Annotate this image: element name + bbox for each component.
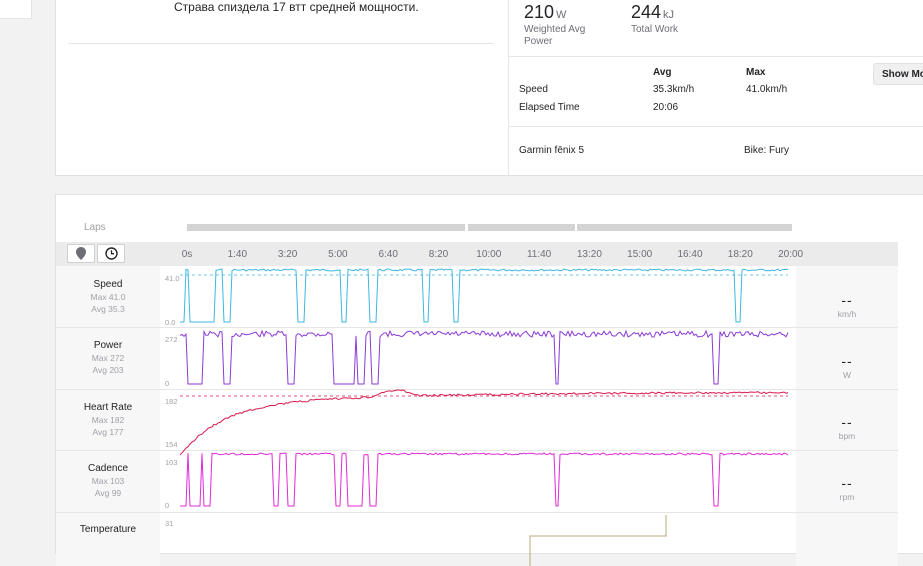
stream-max: Max 182: [91, 415, 125, 425]
column-separator: [508, 0, 509, 177]
time-tick: 0s: [181, 249, 193, 260]
y-max-label: 272: [165, 335, 178, 344]
time-tick: 16:40: [677, 249, 703, 260]
y-max-label: 31: [165, 519, 174, 528]
divider: [509, 56, 923, 57]
readout-power: -- W: [796, 353, 898, 380]
time-toggle-button[interactable]: [97, 244, 125, 263]
lap-bar[interactable]: [468, 224, 575, 231]
table-header-max: Max: [746, 67, 766, 78]
stat-unit: kJ: [663, 9, 675, 21]
stream-label-cadence: Cadence Max 103 Avg 99: [56, 463, 160, 498]
stream-name: Heart Rate: [83, 402, 133, 413]
stream-labels-column: [56, 266, 160, 566]
time-axis: 0s 1:40 3:20 5:00 6:40 8:20 10:00 11:40 13:20 15:…: [56, 242, 898, 266]
row-label-elapsed-time: Elapsed Time: [519, 102, 580, 113]
stream-avg: Avg 177: [92, 427, 124, 437]
map-pin-icon: [76, 247, 86, 260]
stream-name: Temperature: [79, 524, 137, 535]
y-max-label: 41.0: [165, 274, 180, 283]
analysis-chart-card: Laps 0s 1:40 3:20 5:00 6:40 8:20 10:00 11:40 13:…: [55, 194, 923, 566]
time-tick: 13:20: [576, 249, 602, 260]
readout-speed: -- km/h: [796, 292, 898, 319]
stream-line: [179, 389, 789, 456]
time-tick: 6:40: [378, 249, 398, 260]
stream-line: [179, 329, 789, 385]
stream-avg: Avg 203: [92, 365, 124, 375]
stream-max: Max 272: [91, 353, 125, 363]
bike-name: Bike: Fury: [744, 145, 790, 156]
row-divider: [56, 512, 898, 513]
readout-value: --: [841, 292, 853, 308]
elapsed-time-value: 20:06: [653, 102, 679, 113]
lap-bar[interactable]: [187, 224, 465, 231]
divider: [68, 43, 494, 44]
stream-line: [180, 268, 789, 323]
device-name: Garmin fēnix 5: [519, 145, 585, 156]
stream-readouts-column: [796, 266, 898, 566]
stat-unit: W: [556, 9, 567, 21]
readout-value: --: [841, 414, 853, 430]
activity-summary-card: Страва спиздела 17 втт средней мощности.…: [55, 0, 923, 177]
stream-avg: Avg 35.3: [91, 304, 125, 314]
readout-value: --: [841, 353, 853, 369]
stat-weighted-avg-power: 210 W Weighted Avg Power: [524, 2, 604, 48]
time-tick: 10:00: [476, 249, 502, 260]
time-tick: 8:20: [428, 249, 449, 260]
y-min-label: 0: [165, 379, 170, 388]
map-pin-button[interactable]: [67, 244, 95, 263]
row-divider: [56, 450, 898, 451]
stat-total-work: 244 kJ Total Work: [631, 2, 678, 36]
stream-label-speed: Speed Max 41.0 Avg 35.3: [56, 279, 160, 314]
row-label-speed: Speed: [519, 84, 548, 95]
show-more-button[interactable]: Show More: [873, 63, 923, 85]
clock-icon: [104, 247, 118, 260]
y-max-label: 103: [165, 458, 178, 467]
readout-unit: km/h: [837, 309, 857, 319]
stream-name: Speed: [93, 279, 123, 290]
stream-line: [180, 452, 789, 507]
stat-value: 244: [631, 2, 662, 22]
stat-label: Weighted Avg Power: [524, 24, 586, 47]
stream-max: Max 41.0: [90, 292, 126, 302]
readout-unit: bpm: [838, 431, 856, 441]
y-min-label: 0.0: [165, 318, 176, 327]
y-min-label: 0: [165, 501, 170, 510]
time-tick: 3:20: [277, 249, 298, 260]
laps-label: Laps: [84, 222, 106, 233]
time-tick: 18:20: [727, 249, 753, 260]
readout-unit: rpm: [839, 492, 855, 502]
readout-value: --: [841, 475, 853, 491]
readout-unit: W: [842, 370, 852, 380]
table-header-avg: Avg: [653, 67, 672, 78]
stream-name: Cadence: [87, 463, 129, 474]
stream-label-heart-rate: Heart Rate Max 182 Avg 177: [56, 402, 160, 437]
time-tick: 20:00: [778, 249, 804, 260]
time-tick: 11:40: [526, 249, 552, 260]
stream-label-power: Power Max 272 Avg 203: [56, 340, 160, 375]
row-divider: [56, 389, 898, 390]
stat-value: 210: [524, 2, 555, 22]
stream-name: Power: [93, 340, 123, 351]
lap-bar[interactable]: [577, 224, 792, 231]
stream-max: Max 103: [91, 476, 125, 486]
row-divider: [56, 327, 898, 328]
stat-label: Total Work: [631, 24, 679, 35]
readout-cadence: -- rpm: [796, 475, 898, 502]
stream-avg: Avg 99: [94, 488, 122, 498]
y-max-label: 182: [165, 397, 178, 406]
time-tick: 1:40: [227, 249, 248, 260]
y-min-label: 154: [165, 440, 178, 449]
divider: [509, 126, 923, 127]
time-tick: 5:00: [328, 249, 348, 260]
stream-line: [529, 515, 667, 566]
activity-description: Страва спиздела 17 втт средней мощности.: [174, 0, 419, 14]
left-panel-stub: [0, 0, 32, 19]
time-tick: 15:00: [627, 249, 653, 260]
speed-max: 41.0km/h: [746, 84, 788, 95]
streams-plot[interactable]: [179, 266, 792, 566]
speed-avg: 35.3km/h: [653, 84, 695, 95]
stream-label-temperature: Temperature: [56, 524, 160, 535]
readout-heart-rate: -- bpm: [796, 414, 898, 441]
